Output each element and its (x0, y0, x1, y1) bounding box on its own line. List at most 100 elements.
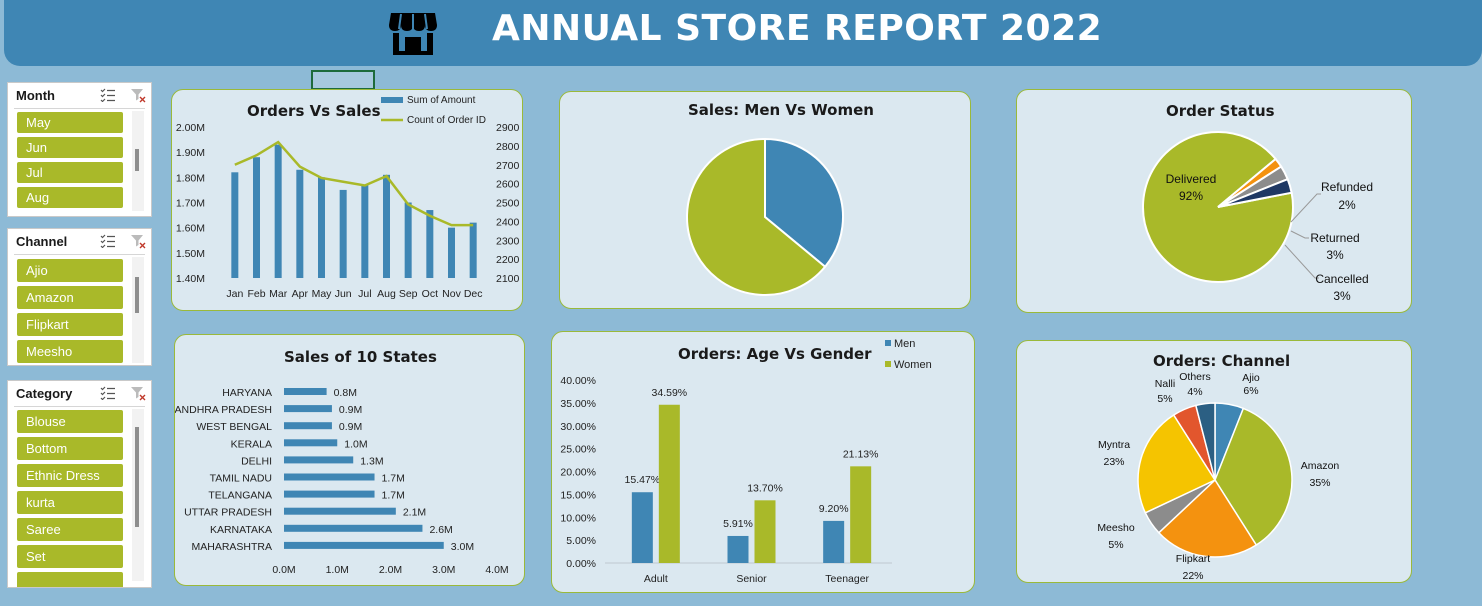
multi-select-icon[interactable] (100, 88, 116, 102)
state-bar (284, 422, 332, 430)
state-label: DELHI (241, 455, 272, 467)
y-tick-label: 35.00% (560, 398, 596, 410)
legend-swatch-amount (381, 97, 403, 103)
y-right-tick-label: 2500 (496, 198, 520, 210)
slicer-item-ethnic-dress[interactable]: Ethnic Dress (17, 464, 123, 487)
slicer-item-may[interactable]: May (17, 112, 123, 133)
slicer-scroll-thumb[interactable] (135, 427, 139, 527)
age-gender-card: Orders: Age Vs Gender 40.00% 35.00% 30.00%… (551, 331, 975, 593)
legend-label: Women (894, 359, 932, 371)
month-slicer: Month May Jun Jul Aug (7, 82, 152, 217)
clear-filter-icon[interactable] (130, 233, 146, 249)
y-right-tick-label: 2200 (496, 254, 520, 266)
amount-bar (426, 210, 434, 278)
state-label: ANDHRA PRADESH (175, 404, 272, 416)
orders-channel-card: Orders: Channel Ajio 6% Amazon 35% Flipkart 2… (1016, 340, 1412, 583)
data-label-name: Nalli (1155, 378, 1175, 390)
x-tick-label: Adult (644, 573, 668, 585)
x-tick-label: Aug (377, 288, 396, 300)
slicer-item-ajio[interactable]: Ajio (17, 259, 123, 282)
multi-select-icon[interactable] (100, 234, 116, 248)
age-gender-bar (754, 500, 776, 563)
state-bar (284, 507, 396, 515)
pie-slice-women (686, 137, 827, 296)
slicer-scroll-thumb[interactable] (135, 277, 139, 313)
slicer-item-aug[interactable]: Aug (17, 187, 123, 208)
selected-cell[interactable] (311, 70, 375, 90)
leader-line (1290, 193, 1321, 223)
bar-value-label: 34.59% (652, 387, 688, 399)
x-tick-label: Apr (292, 288, 309, 300)
data-label-value: 2% (1338, 198, 1356, 212)
x-tick-label: Teenager (825, 573, 869, 585)
multi-select-icon[interactable] (100, 386, 116, 400)
x-tick-label: 4.0M (485, 564, 508, 576)
state-label: TELANGANA (208, 490, 272, 502)
slicer-item-kurta[interactable]: kurta (17, 491, 123, 514)
y-tick-label: 25.00% (560, 444, 596, 456)
sales-states-card: Sales of 10 States HARYANA 0.8M ANDHRA PRA… (174, 334, 525, 586)
x-tick-label: Oct (422, 288, 438, 300)
pie-slice-amazon (1214, 407, 1293, 547)
slicer-item-jun[interactable]: Jun (17, 137, 123, 158)
data-label-value: 5% (1108, 539, 1123, 551)
slicer-item-blouse[interactable]: Blouse (17, 410, 123, 433)
slicer-item-flipkart[interactable]: Flipkart (17, 313, 123, 336)
y-right-tick-label: 2600 (496, 179, 520, 191)
legend-label-count: Count of Order ID (407, 115, 486, 126)
state-value-label: 2.1M (403, 507, 426, 519)
data-label-name: Refunded (1321, 180, 1373, 194)
state-label: UTTAR PRADESH (184, 507, 272, 519)
slicer-item-more[interactable] (17, 572, 123, 587)
state-value-label: 0.9M (339, 421, 362, 433)
age-gender-bar (727, 535, 749, 563)
x-tick-label: Sep (399, 288, 418, 300)
y-right-tick-label: 2300 (496, 235, 520, 247)
slicer-item-bottom[interactable]: Bottom (17, 437, 123, 460)
x-tick-label: Dec (464, 288, 483, 300)
y-left-tick-label: 1.90M (176, 147, 205, 159)
state-label: TAMIL NADU (210, 473, 272, 485)
header-banner: ANNUAL STORE REPORT 2022 (4, 0, 1482, 66)
age-gender-bar (631, 492, 653, 563)
state-bar (284, 473, 375, 481)
leader-line (1284, 244, 1319, 279)
category-slicer: Category Blouse Bottom Ethnic Dress kurt… (7, 380, 152, 588)
y-left-tick-label: 1.50M (176, 248, 205, 260)
amount-bar (231, 172, 239, 278)
pie-slice-flipkart (1157, 478, 1258, 558)
data-label-delivered-name: Delivered (1166, 172, 1217, 186)
data-label-value: 6% (1243, 385, 1258, 397)
state-value-label: 0.8M (334, 387, 357, 399)
state-value-label: 1.0M (344, 438, 367, 450)
sales-men-women-chart (686, 137, 844, 296)
data-label-name: Cancelled (1315, 272, 1368, 286)
amount-bar (318, 177, 325, 278)
amount-bar (253, 157, 260, 278)
slicer-item-amazon[interactable]: Amazon (17, 286, 123, 309)
report-title: ANNUAL STORE REPORT 2022 (492, 8, 1103, 49)
slicer-item-set[interactable]: Set (17, 545, 123, 568)
x-tick-label: 2.0M (379, 564, 402, 576)
amount-bar (448, 227, 455, 278)
data-label-delivered-value: 92% (1179, 189, 1203, 203)
state-value-label: 3.0M (451, 541, 474, 553)
x-tick-label: Nov (442, 288, 461, 300)
slicer-item-saree[interactable]: Saree (17, 518, 123, 541)
slicer-scroll-thumb[interactable] (135, 149, 139, 171)
state-value-label: 0.9M (339, 404, 362, 416)
y-right-tick-label: 2400 (496, 216, 520, 228)
state-label: MAHARASHTRA (191, 541, 272, 553)
clear-filter-icon[interactable] (130, 87, 146, 103)
amount-bar (383, 174, 390, 278)
y-tick-label: 20.00% (560, 467, 596, 479)
x-tick-label: 0.0M (272, 564, 295, 576)
clear-filter-icon[interactable] (130, 385, 146, 401)
state-bar (284, 490, 375, 498)
x-tick-label: May (312, 288, 333, 300)
slicer-item-meesho[interactable]: Meesho (17, 340, 123, 363)
data-label-name: Others (1179, 371, 1211, 383)
data-label-value: 35% (1309, 477, 1330, 489)
slicer-item-jul[interactable]: Jul (17, 162, 123, 183)
amount-bar (361, 184, 369, 278)
